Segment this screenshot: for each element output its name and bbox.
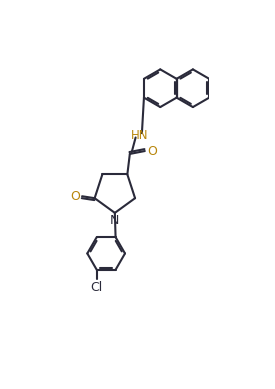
Text: Cl: Cl: [90, 281, 103, 294]
Text: HN: HN: [131, 129, 148, 142]
Text: N: N: [110, 214, 120, 227]
Text: O: O: [147, 145, 157, 158]
Text: O: O: [70, 190, 80, 203]
